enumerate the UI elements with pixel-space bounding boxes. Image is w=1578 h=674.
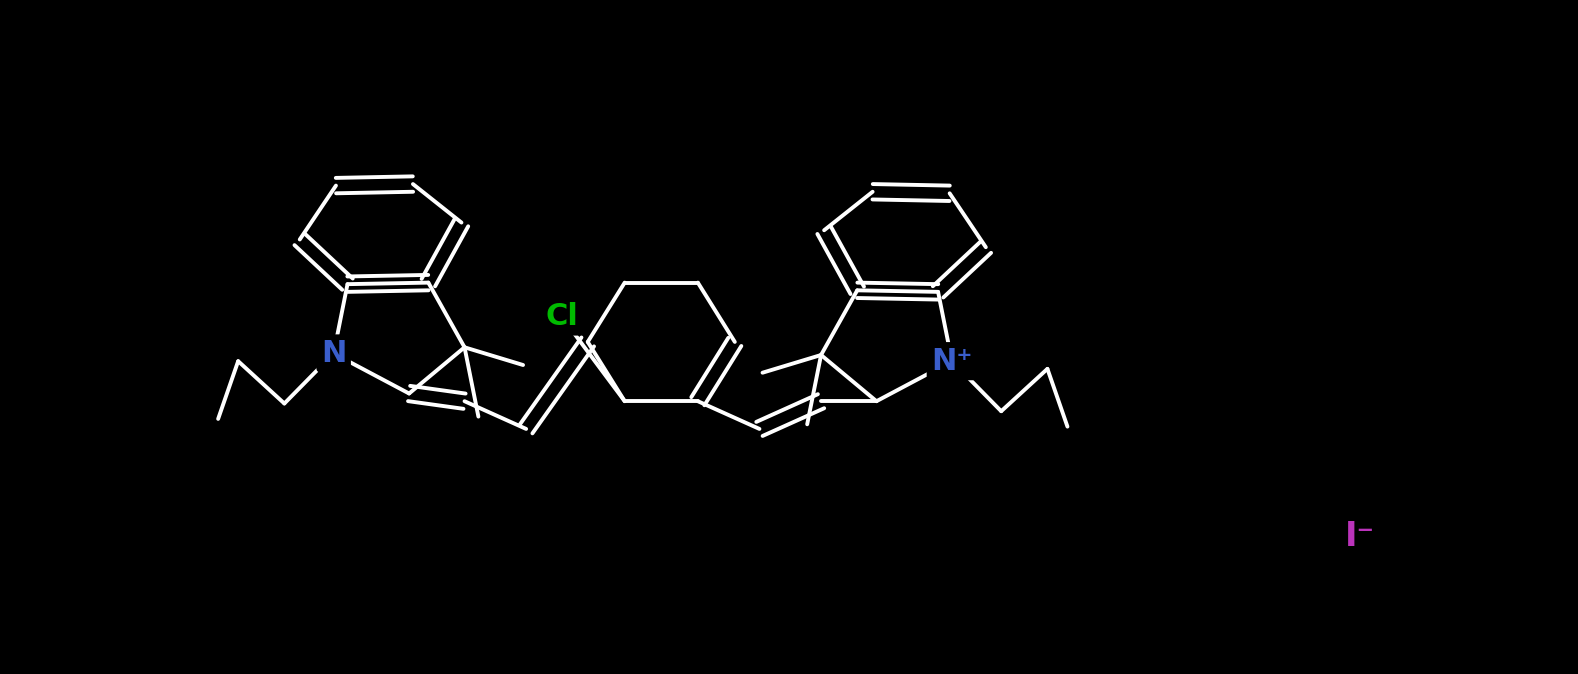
Text: N⁺: N⁺: [931, 346, 972, 375]
Text: N: N: [320, 339, 346, 368]
Text: Cl: Cl: [544, 302, 578, 331]
Text: I⁻: I⁻: [1344, 520, 1374, 553]
